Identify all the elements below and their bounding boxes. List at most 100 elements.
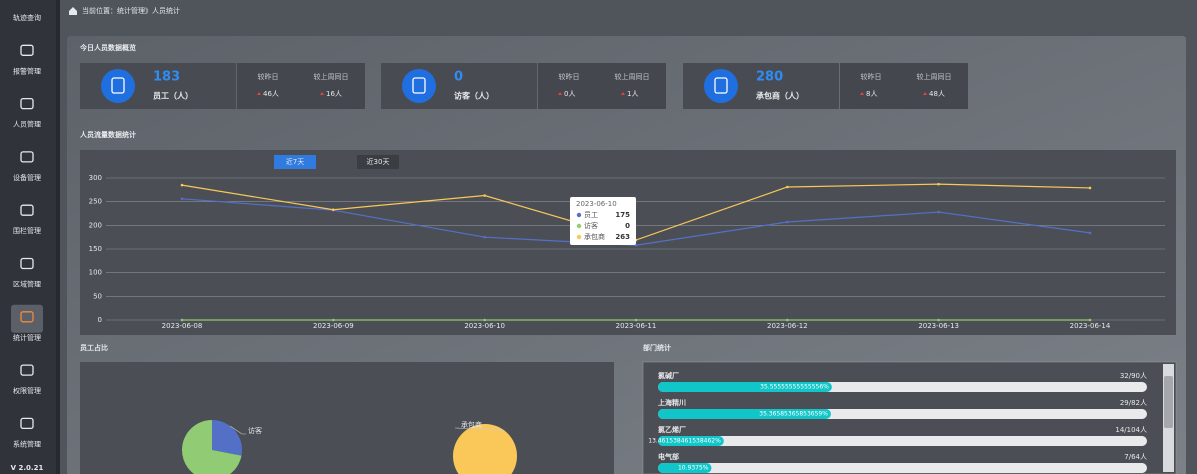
dept-name: 氯乙烯厂 (658, 425, 686, 434)
data-point (180, 183, 184, 187)
active-highlight (11, 304, 43, 333)
menu-item[interactable]: 统计管理 (13, 333, 41, 342)
sidebar (0, 0, 56, 474)
tooltip-name: 员工 (584, 211, 598, 219)
bar-fill (658, 463, 712, 473)
section-title: 今日人员数据概览 (79, 43, 136, 52)
tooltip (570, 197, 636, 245)
menu-icon (20, 97, 34, 110)
bar-track (658, 436, 1147, 446)
menu-item[interactable]: 设备管理 (13, 173, 41, 182)
y-tick-label: 200 (89, 221, 102, 229)
up-arrow (320, 92, 324, 95)
menu-item[interactable]: 区域管理 (13, 280, 41, 289)
pie-slice (453, 424, 517, 474)
bar-label: 35.36585365853659% (759, 411, 828, 418)
y-tick-label: 100 (89, 269, 102, 277)
card-icon (101, 69, 135, 103)
data-point (483, 318, 486, 322)
x-tick-label: 2023-06-08 (162, 322, 203, 330)
y-tick-label: 300 (89, 174, 102, 182)
compare-label: 较上周同日 (917, 72, 952, 81)
tooltip-value: 263 (615, 233, 630, 241)
y-tick-label: 50 (93, 292, 102, 300)
compare-value: 48人 (929, 90, 945, 98)
dept-name: 电气部 (658, 452, 679, 461)
pie-panel (80, 362, 614, 474)
menu-item[interactable]: 人员管理 (13, 120, 41, 129)
data-point (1088, 231, 1092, 235)
card-icon-glyph (111, 77, 125, 94)
data-point (180, 197, 184, 201)
dept-name: 上海精川 (658, 398, 686, 407)
data-point (1088, 318, 1092, 322)
scrollbar-thumb[interactable] (1164, 376, 1173, 428)
compare-label: 较昨日 (559, 72, 580, 81)
bar-label: 35.55555555555556% (760, 384, 829, 391)
data-point (634, 318, 638, 322)
x-tick-label: 2023-06-14 (1070, 322, 1111, 330)
version: V 2.0.21 (11, 464, 44, 472)
x-tick-label: 2023-06-09 (313, 322, 354, 330)
dept-count: 29/82人 (1120, 399, 1147, 407)
tab-label[interactable]: 近30天 (367, 157, 390, 166)
menu-item[interactable]: 系统管理 (13, 439, 41, 448)
tooltip-name: 访客 (584, 221, 598, 230)
menu-icon (20, 151, 34, 163)
card-icon-glyph (412, 77, 426, 94)
tooltip-dot (576, 234, 582, 240)
tab[interactable] (274, 155, 316, 169)
menu-icon (20, 204, 34, 216)
up-arrow (621, 92, 625, 95)
compare-value: 46人 (263, 90, 279, 98)
data-point (483, 235, 486, 239)
pie-label: 访客 (248, 426, 262, 435)
menu-icon (20, 364, 34, 376)
data-point (786, 220, 789, 224)
tab-label[interactable]: 近7天 (286, 157, 304, 166)
card-compare (237, 63, 365, 109)
data-point (634, 243, 638, 247)
sidebar-edge (56, 0, 60, 474)
data-point (180, 318, 184, 322)
x-tick-label: 2023-06-10 (464, 322, 505, 330)
data-point (937, 318, 940, 322)
tab[interactable] (357, 155, 399, 169)
compare-label: 较昨日 (258, 72, 279, 81)
tooltip-name: 承包商 (584, 232, 605, 241)
data-point (937, 210, 940, 214)
pie-leader (454, 427, 505, 431)
card-label: 访客（人） (454, 91, 494, 101)
menu-item[interactable]: 权限管理 (13, 386, 41, 395)
home-icon (69, 7, 77, 15)
bar-label: 10.9375% (678, 465, 709, 472)
pie-leader (229, 425, 246, 435)
tooltip-value: 175 (615, 211, 630, 219)
menu-item[interactable]: 轨迹查询 (13, 13, 41, 22)
data-point (937, 182, 940, 186)
card-count: 280 (756, 70, 783, 85)
card-compare (840, 63, 968, 109)
up-arrow (257, 92, 261, 95)
compare-value: 8人 (866, 90, 877, 98)
compare-value: 1人 (627, 90, 638, 98)
menu-item[interactable]: 报警管理 (13, 66, 41, 75)
dept-count: 32/90人 (1120, 372, 1147, 380)
card-compare (538, 63, 666, 109)
bar-label: 13.461538461538462% (648, 438, 721, 445)
menu-icon (20, 257, 34, 270)
up-arrow (558, 92, 562, 95)
menu-item[interactable]: 围栏管理 (13, 226, 41, 235)
compare-label: 较昨日 (861, 72, 882, 81)
data-point (483, 194, 486, 197)
data-point (1088, 186, 1092, 190)
menu-icon (20, 44, 34, 56)
pie-slice (212, 420, 242, 456)
y-tick-label: 250 (89, 198, 102, 206)
dept-name: 氯碱厂 (658, 371, 679, 380)
pie-slice (182, 420, 242, 474)
up-arrow (923, 92, 927, 95)
card-label: 员工（人） (153, 91, 193, 101)
